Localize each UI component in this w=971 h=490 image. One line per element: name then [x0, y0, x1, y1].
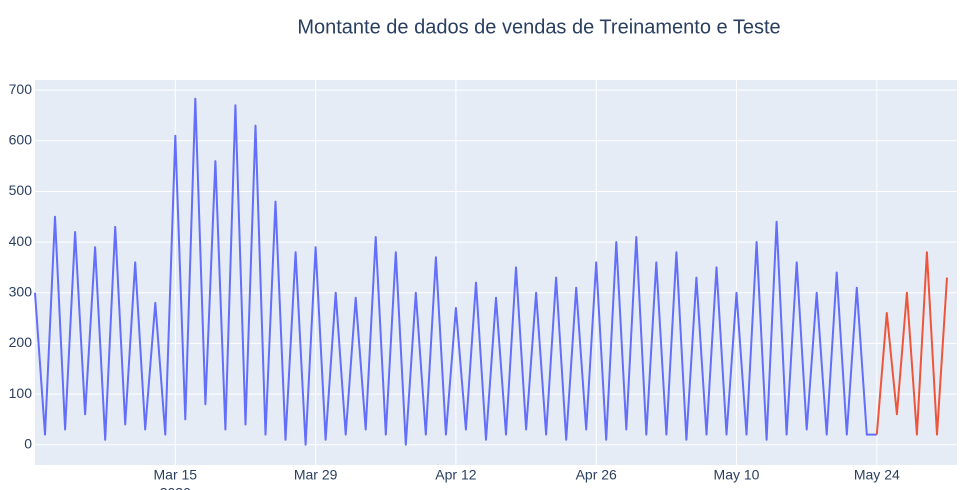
- x-tick-label: Mar 29: [294, 467, 338, 483]
- y-tick-label: 0: [24, 435, 32, 451]
- y-tick-label: 600: [9, 131, 33, 147]
- y-tick-label: 400: [9, 233, 33, 249]
- x-tick-label: May 10: [714, 467, 760, 483]
- plot-area: [35, 80, 957, 465]
- y-tick-label: 300: [9, 283, 33, 299]
- series-line: [34, 97, 877, 446]
- y-tick-label: 500: [9, 182, 33, 198]
- x-tick-label: Apr 12: [435, 467, 476, 483]
- x-tick-label: Apr 26: [576, 467, 617, 483]
- y-tick-label: 200: [9, 334, 33, 350]
- x-tick-label: May 24: [854, 467, 900, 483]
- series-line: [875, 251, 948, 436]
- y-tick-label: 100: [9, 385, 33, 401]
- x-year-label: 2020: [160, 485, 191, 490]
- y-tick-label: 700: [9, 81, 33, 97]
- x-tick-label: Mar 15: [154, 467, 198, 483]
- chart-title: Montante de dados de vendas de Treinamen…: [297, 16, 780, 38]
